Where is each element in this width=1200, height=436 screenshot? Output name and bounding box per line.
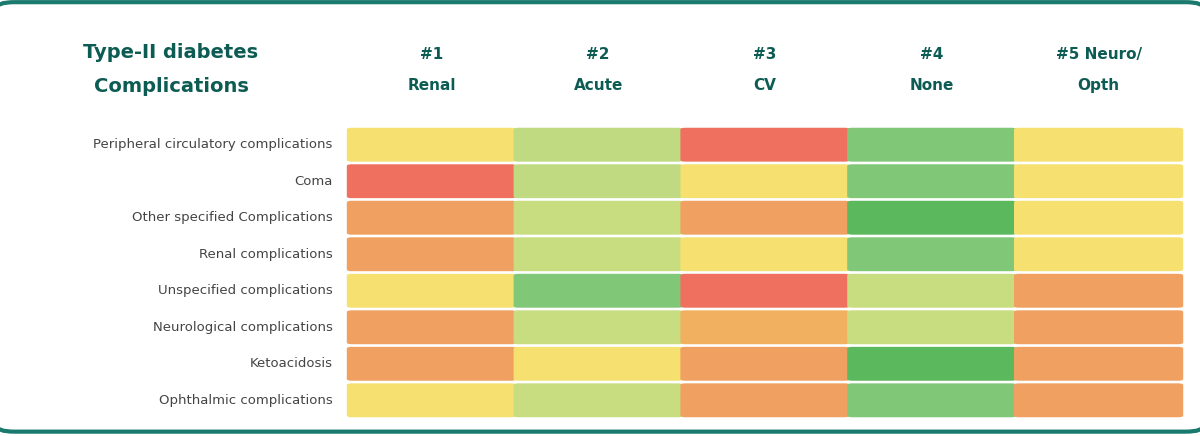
FancyBboxPatch shape (514, 347, 683, 381)
FancyBboxPatch shape (514, 164, 683, 198)
Text: Unspecified complications: Unspecified complications (157, 284, 332, 297)
FancyBboxPatch shape (347, 164, 516, 198)
FancyBboxPatch shape (1014, 237, 1183, 271)
Text: #5 Neuro/: #5 Neuro/ (1056, 47, 1141, 61)
Text: Ophthalmic complications: Ophthalmic complications (158, 394, 332, 407)
FancyBboxPatch shape (514, 383, 683, 417)
FancyBboxPatch shape (514, 201, 683, 235)
FancyBboxPatch shape (847, 274, 1016, 308)
FancyBboxPatch shape (847, 164, 1016, 198)
FancyBboxPatch shape (514, 237, 683, 271)
FancyBboxPatch shape (347, 237, 516, 271)
Text: CV: CV (754, 78, 776, 93)
Text: Other specified Complications: Other specified Complications (132, 211, 332, 224)
Text: Opth: Opth (1078, 78, 1120, 93)
Text: Renal: Renal (407, 78, 456, 93)
FancyBboxPatch shape (680, 237, 850, 271)
FancyBboxPatch shape (1014, 201, 1183, 235)
Text: Peripheral circulatory complications: Peripheral circulatory complications (94, 138, 332, 151)
FancyBboxPatch shape (847, 347, 1016, 381)
Text: Ketoacidosis: Ketoacidosis (250, 357, 332, 370)
FancyBboxPatch shape (847, 201, 1016, 235)
FancyBboxPatch shape (1014, 383, 1183, 417)
FancyBboxPatch shape (847, 128, 1016, 162)
FancyBboxPatch shape (514, 274, 683, 308)
FancyBboxPatch shape (680, 274, 850, 308)
FancyBboxPatch shape (1014, 128, 1183, 162)
FancyBboxPatch shape (1014, 347, 1183, 381)
FancyBboxPatch shape (347, 128, 516, 162)
Text: Complications: Complications (94, 77, 248, 96)
FancyBboxPatch shape (680, 310, 850, 344)
FancyBboxPatch shape (1014, 164, 1183, 198)
FancyBboxPatch shape (347, 274, 516, 308)
Text: None: None (910, 78, 954, 93)
Text: Neurological complications: Neurological complications (152, 321, 332, 334)
FancyBboxPatch shape (680, 164, 850, 198)
FancyBboxPatch shape (680, 128, 850, 162)
Text: Acute: Acute (574, 78, 623, 93)
FancyBboxPatch shape (514, 310, 683, 344)
FancyBboxPatch shape (680, 347, 850, 381)
Text: #4: #4 (920, 47, 943, 61)
FancyBboxPatch shape (1014, 310, 1183, 344)
Text: #2: #2 (587, 47, 610, 61)
Text: Coma: Coma (294, 175, 332, 188)
Text: #3: #3 (754, 47, 776, 61)
FancyBboxPatch shape (347, 201, 516, 235)
FancyBboxPatch shape (347, 347, 516, 381)
FancyBboxPatch shape (347, 310, 516, 344)
FancyBboxPatch shape (847, 310, 1016, 344)
FancyBboxPatch shape (680, 201, 850, 235)
FancyBboxPatch shape (680, 383, 850, 417)
FancyBboxPatch shape (847, 237, 1016, 271)
FancyBboxPatch shape (514, 128, 683, 162)
FancyBboxPatch shape (847, 383, 1016, 417)
Text: Renal complications: Renal complications (199, 248, 332, 261)
FancyBboxPatch shape (347, 383, 516, 417)
FancyBboxPatch shape (1014, 274, 1183, 308)
Text: #1: #1 (420, 47, 443, 61)
Text: Type-II diabetes: Type-II diabetes (84, 43, 258, 62)
